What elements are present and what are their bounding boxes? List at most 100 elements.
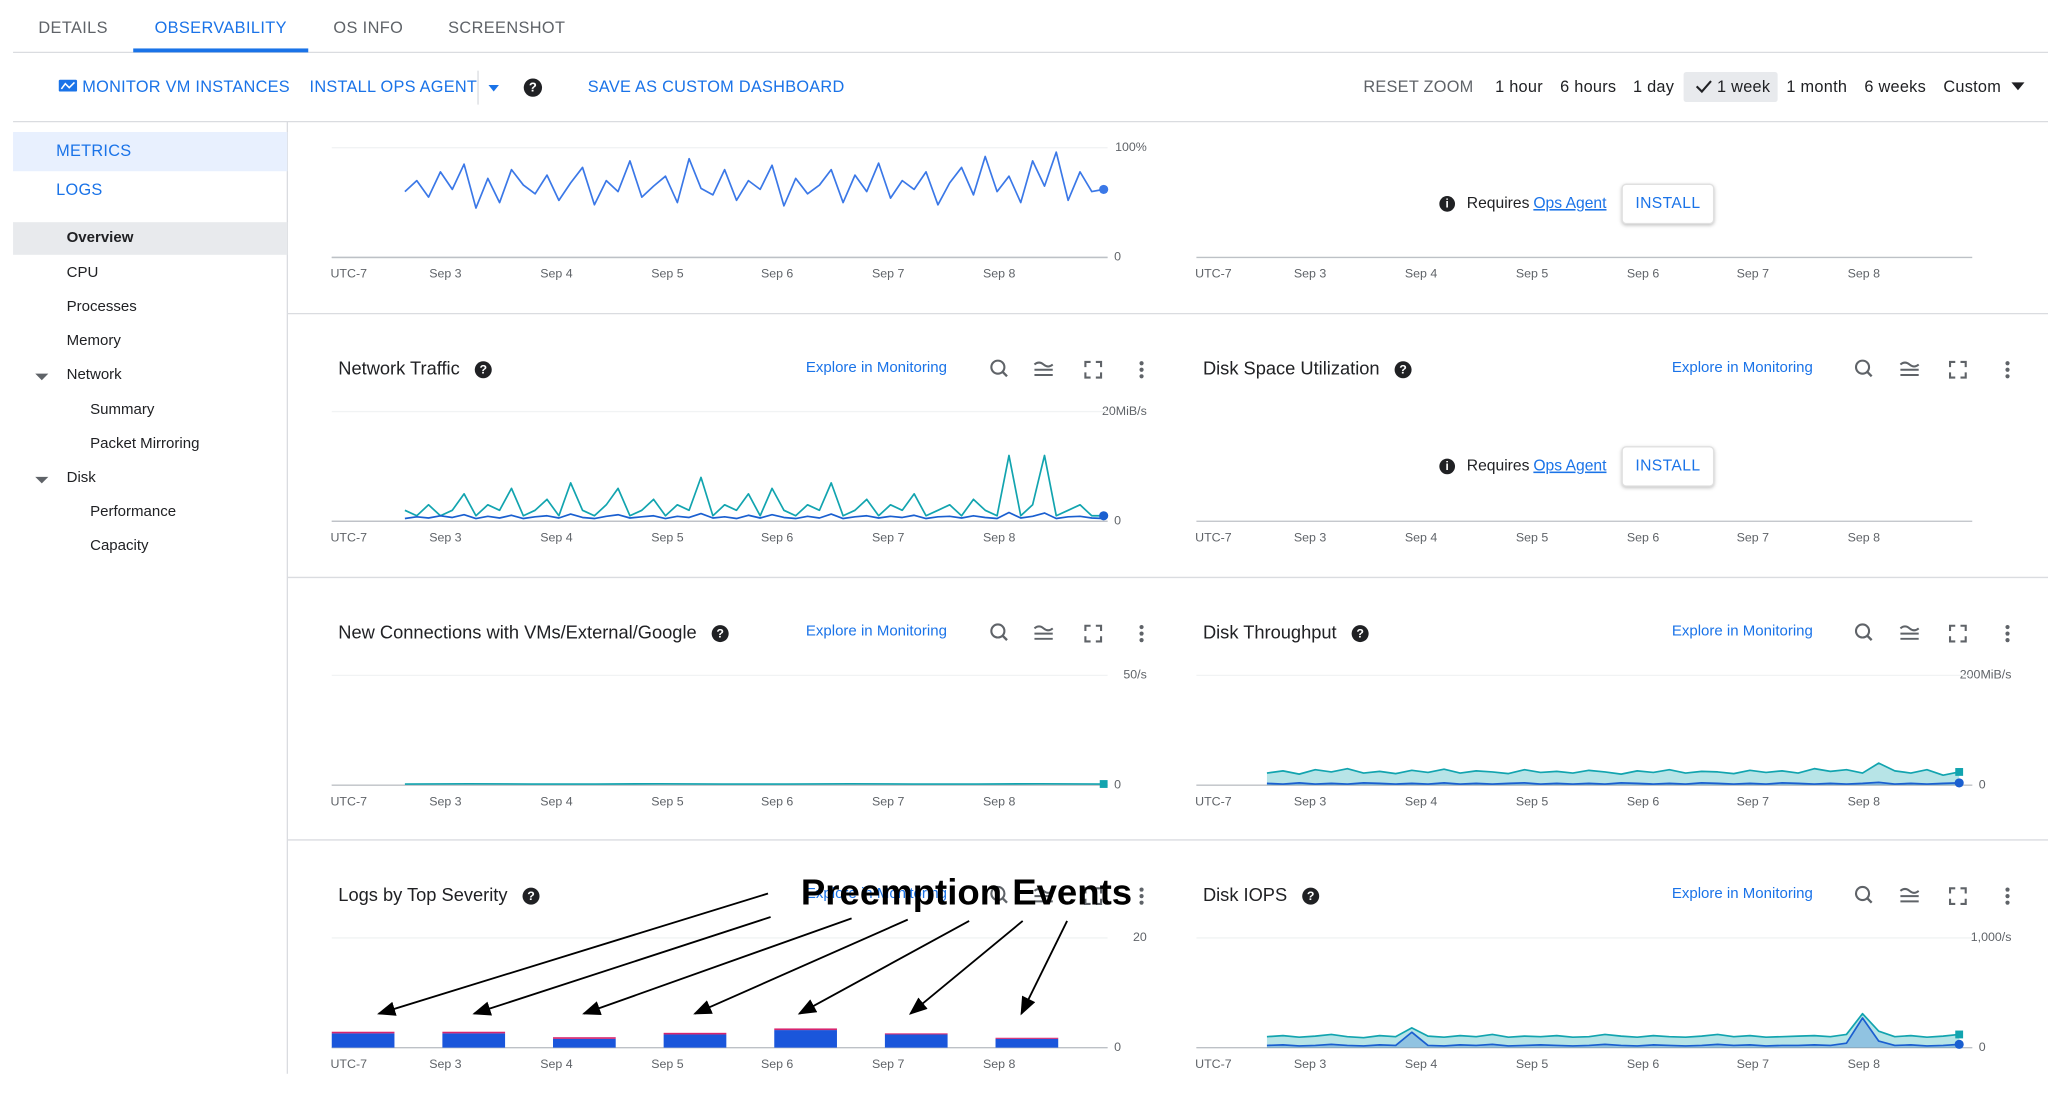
- zoom-lens: [990, 885, 1006, 902]
- sidebar-item[interactable]: Memory: [67, 332, 122, 349]
- install-button-bg[interactable]: [1621, 446, 1715, 487]
- help-circle: [522, 887, 540, 905]
- sidebar-section[interactable]: LOGS: [56, 181, 102, 199]
- sidebar-item[interactable]: CPU: [67, 264, 99, 281]
- tab[interactable]: SCREENSHOT: [448, 19, 565, 37]
- help-icon[interactable]: ?: [523, 78, 543, 97]
- sidebar-item[interactable]: Summary: [90, 401, 155, 418]
- sidebar-item[interactable]: Network: [67, 366, 123, 383]
- y-tick-label: 20MiB/s: [1102, 404, 1147, 418]
- help-icon[interactable]: ?: [474, 361, 492, 379]
- install-button[interactable]: INSTALL: [1635, 195, 1700, 212]
- x-tick-label: Sep 7: [1737, 1057, 1769, 1071]
- help-circle: [1394, 361, 1412, 379]
- legend-icon[interactable]: [1033, 887, 1054, 903]
- y-tick-label: 50/s: [1123, 668, 1146, 682]
- fullscreen-icon[interactable]: [1948, 360, 1967, 379]
- install-button[interactable]: INSTALL OPS AGENT: [310, 78, 478, 96]
- fullscreen-icon[interactable]: [1084, 624, 1103, 643]
- sidebar-item[interactable]: Performance: [90, 503, 176, 520]
- legend-icon[interactable]: [1033, 625, 1054, 640]
- sidebar-item[interactable]: Disk: [67, 469, 97, 486]
- bar-segment: [442, 1033, 506, 1048]
- more-icon[interactable]: [1139, 887, 1144, 905]
- legend-icon[interactable]: [1033, 361, 1054, 376]
- time-range[interactable]: 6 hours: [1560, 78, 1616, 96]
- x-tick-label: Sep 6: [761, 1057, 793, 1071]
- more-icon[interactable]: [2005, 361, 2010, 379]
- metrics-highlight: [13, 132, 288, 172]
- sidebar-item[interactable]: Packet Mirroring: [90, 435, 199, 452]
- x-tick-label: Sep 3: [429, 267, 461, 281]
- more-icon[interactable]: [1139, 361, 1144, 379]
- more-dot: [1139, 631, 1144, 636]
- help-icon[interactable]: ?: [522, 887, 540, 905]
- custom-caret[interactable]: [2011, 82, 2025, 91]
- fullscreen-corners: [1084, 887, 1103, 906]
- explore-link[interactable]: Explore in Monitoring: [806, 885, 947, 902]
- more-icon[interactable]: [2005, 624, 2010, 643]
- network-expander[interactable]: [35, 373, 49, 381]
- sidebar-section[interactable]: METRICS: [56, 142, 131, 160]
- help-icon[interactable]: ?: [711, 625, 729, 643]
- help-circle: [1302, 887, 1320, 905]
- zoom-icon[interactable]: [990, 359, 1008, 378]
- sidebar-item[interactable]: Capacity: [90, 537, 149, 554]
- legend-line: [1033, 625, 1054, 632]
- bar-segment: [774, 1028, 837, 1031]
- time-range[interactable]: Custom: [1943, 78, 2001, 96]
- zoom-icon[interactable]: [990, 885, 1008, 904]
- notice-link[interactable]: Ops Agent: [1533, 195, 1607, 212]
- tab[interactable]: OS INFO: [333, 19, 403, 37]
- explore-link[interactable]: Explore in Monitoring: [1672, 359, 1813, 376]
- zoom-lens: [1854, 359, 1871, 375]
- sidebar-item[interactable]: Processes: [67, 298, 137, 315]
- zoom-icon[interactable]: [1854, 623, 1873, 641]
- legend-icon[interactable]: [1899, 887, 1920, 903]
- install-button[interactable]: INSTALL: [1635, 458, 1700, 475]
- monitor-button[interactable]: MONITOR VM INSTANCES: [82, 78, 290, 96]
- bar-segment: [884, 1033, 948, 1035]
- monitor-icon[interactable]: [58, 79, 78, 92]
- more-icon[interactable]: [2005, 887, 2010, 905]
- tab[interactable]: DETAILS: [38, 19, 108, 37]
- fullscreen-icon[interactable]: [1948, 887, 1967, 906]
- more-dot: [1139, 894, 1144, 899]
- help-icon[interactable]: ?: [1302, 887, 1320, 905]
- help-glyph: ?: [479, 363, 487, 377]
- zoom-icon[interactable]: [1854, 359, 1873, 378]
- zoom-icon[interactable]: [990, 623, 1008, 641]
- bar-segment: [884, 1034, 948, 1048]
- more-dot: [1139, 361, 1144, 366]
- explore-link[interactable]: Explore in Monitoring: [806, 359, 947, 376]
- fullscreen-icon[interactable]: [1948, 624, 1967, 643]
- help-icon[interactable]: ?: [1394, 361, 1412, 379]
- reset-zoom[interactable]: RESET ZOOM: [1363, 78, 1473, 96]
- info-glyph: i: [1446, 460, 1449, 473]
- fullscreen-icon[interactable]: [1084, 360, 1103, 379]
- time-range[interactable]: 1 hour: [1495, 78, 1543, 96]
- help-icon[interactable]: ?: [1351, 625, 1369, 643]
- explore-link[interactable]: Explore in Monitoring: [1672, 885, 1813, 902]
- notice-link[interactable]: Ops Agent: [1533, 458, 1607, 475]
- legend-icon[interactable]: [1899, 625, 1920, 640]
- fullscreen-icon[interactable]: [1084, 887, 1103, 906]
- fullscreen-corners: [1084, 624, 1103, 643]
- disk-expander[interactable]: [35, 476, 49, 484]
- install-dropdown-caret[interactable]: [488, 85, 499, 92]
- install-button-bg[interactable]: [1621, 183, 1715, 225]
- tab[interactable]: OBSERVABILITY: [155, 19, 287, 37]
- explore-link[interactable]: Explore in Monitoring: [806, 623, 947, 640]
- save-button[interactable]: SAVE AS CUSTOM DASHBOARD: [588, 78, 845, 96]
- time-range[interactable]: 1 week: [1717, 78, 1771, 96]
- sidebar-item[interactable]: Overview: [67, 229, 134, 246]
- legend-icon[interactable]: [1899, 361, 1920, 376]
- more-icon[interactable]: [1139, 624, 1144, 643]
- time-range[interactable]: 6 weeks: [1864, 78, 1926, 96]
- time-range[interactable]: 1 month: [1786, 78, 1847, 96]
- zoom-icon[interactable]: [1854, 885, 1873, 904]
- time-range[interactable]: 1 day: [1633, 78, 1675, 96]
- more-dot: [1139, 887, 1144, 892]
- annotation-arrow: [1020, 920, 1068, 1016]
- explore-link[interactable]: Explore in Monitoring: [1672, 623, 1813, 640]
